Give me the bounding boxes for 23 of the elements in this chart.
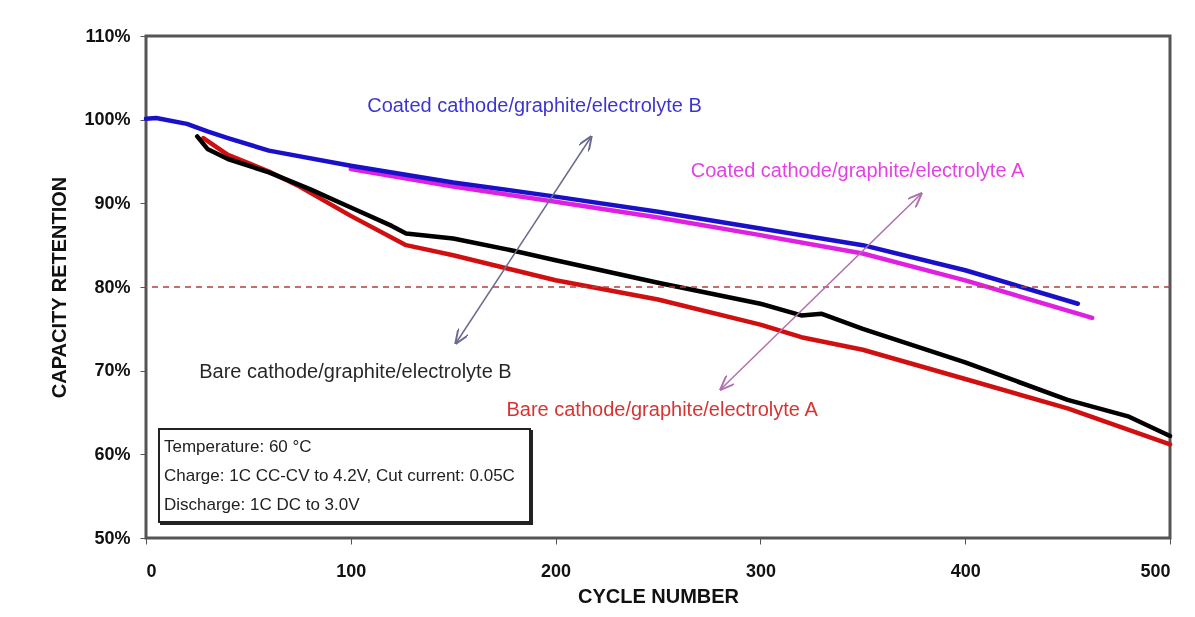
y-tick-label: 80% bbox=[94, 276, 131, 297]
annotation: Temperature: 60 °C bbox=[164, 436, 313, 458]
text: Coated cathode/graphite/electrolyte A bbox=[690, 158, 1025, 181]
x-axis-title: CYCLE NUMBER bbox=[577, 584, 740, 607]
x-tick-label: 200 bbox=[541, 560, 572, 581]
y-tick-label: 100% bbox=[84, 109, 131, 130]
x-tick-label: 300 bbox=[745, 560, 776, 581]
y-tick-label: 60% bbox=[94, 443, 131, 464]
text: Bare cathode/graphite/electrolyte A bbox=[506, 397, 819, 420]
text: Bare cathode/graphite/electrolyte B bbox=[199, 360, 512, 383]
y-tick-label: 50% bbox=[94, 527, 131, 548]
text: Coated cathode/graphite/electrolyte B bbox=[367, 94, 702, 117]
x-tick-label: 500 bbox=[1140, 560, 1171, 581]
x-tick-label: 0 bbox=[146, 560, 157, 581]
y-axis-title: CAPACITY RETENTION bbox=[48, 176, 71, 399]
y-tick-label: 110% bbox=[85, 25, 131, 46]
y-tick-label: 70% bbox=[94, 360, 131, 381]
annotation: Charge: 1C CC-CV to 4.2V, Cut current: 0.05C bbox=[164, 465, 515, 487]
line-series bbox=[143, 115, 1081, 306]
y-tick-label: 90% bbox=[94, 192, 131, 213]
x-tick-label: 400 bbox=[950, 560, 981, 581]
x-tick-label: 100 bbox=[336, 560, 367, 581]
annotation: Discharge: 1C DC to 3.0V bbox=[164, 494, 361, 516]
